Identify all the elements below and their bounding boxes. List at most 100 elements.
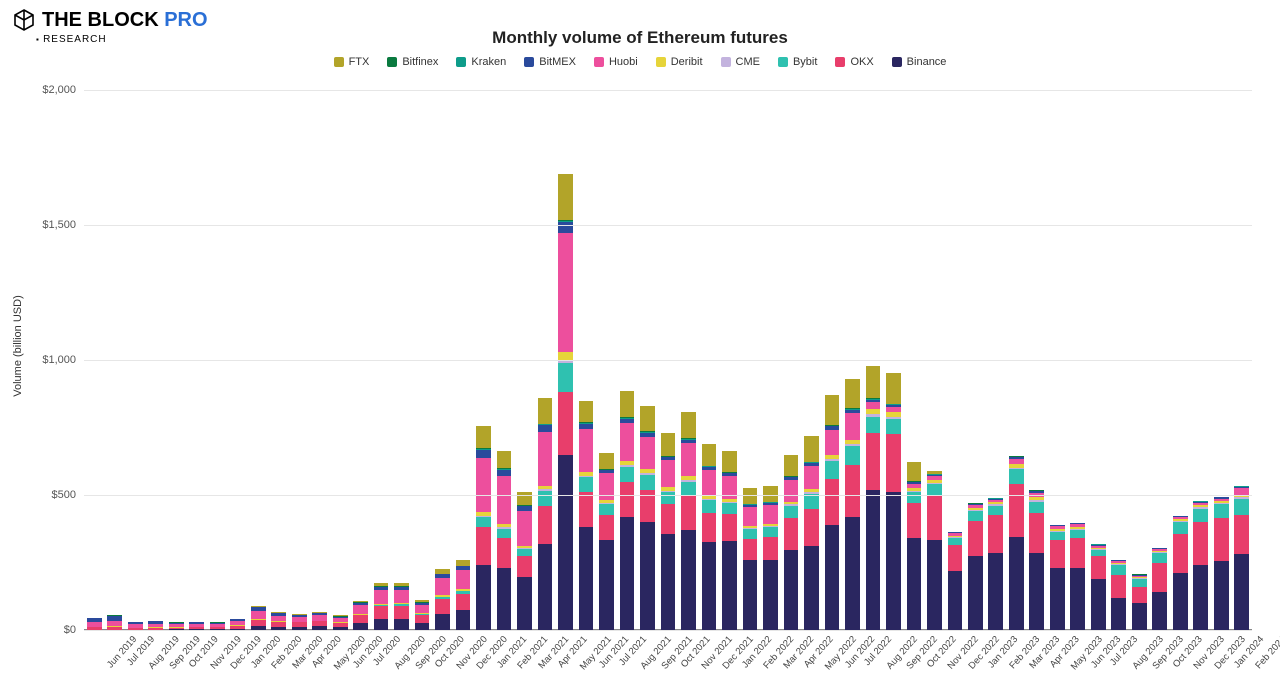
bar-segment-binance (1173, 573, 1188, 630)
bar-segment-bybit (948, 538, 963, 545)
legend-item-okx[interactable]: OKX (835, 56, 873, 68)
bar-segment-okx (1152, 563, 1167, 593)
bar-segment-binance (456, 610, 471, 630)
legend-swatch (721, 57, 731, 67)
bar-segment-okx (394, 606, 409, 619)
bar (681, 412, 696, 630)
legend-label: CME (736, 56, 760, 68)
bar-segment-binance (415, 623, 430, 630)
bar (579, 401, 594, 630)
bar (825, 395, 840, 630)
bar-segment-bybit (1173, 522, 1188, 534)
bar-segment-bybit (1193, 509, 1208, 523)
bar (907, 462, 922, 630)
bar-segment-okx (907, 503, 922, 538)
bar-segment-okx (948, 545, 963, 571)
bar-segment-binance (907, 538, 922, 630)
legend-item-bitmex[interactable]: BitMEX (524, 56, 576, 68)
bar-segment-okx (784, 518, 799, 550)
bar-segment-okx (374, 606, 389, 619)
bar-segment-okx (599, 515, 614, 539)
bar (599, 453, 614, 630)
bar-segment-binance (599, 540, 614, 630)
bar-segment-okx (1091, 556, 1106, 579)
bar-segment-huobi (456, 570, 471, 589)
bar-segment-binance (1152, 592, 1167, 630)
bar-segment-huobi (620, 423, 635, 461)
bar-segment-huobi (640, 437, 655, 469)
bar-segment-ftx (886, 373, 901, 404)
legend-item-huobi[interactable]: Huobi (594, 56, 638, 68)
legend-item-cme[interactable]: CME (721, 56, 760, 68)
bar-segment-okx (558, 392, 573, 454)
bar (968, 503, 983, 630)
bar-segment-huobi (681, 443, 696, 475)
legend-item-bybit[interactable]: Bybit (778, 56, 817, 68)
bar (169, 622, 184, 630)
bar-segment-huobi (394, 590, 409, 604)
bar-segment-huobi (804, 466, 819, 489)
bar (1132, 574, 1147, 630)
bar-segment-huobi (476, 458, 491, 512)
bar-segment-ftx (845, 379, 860, 409)
y-tick-label: $2,000 (42, 84, 76, 96)
legend-swatch (456, 57, 466, 67)
legend-item-kraken[interactable]: Kraken (456, 56, 506, 68)
bar-segment-huobi (599, 473, 614, 500)
bar-segment-ftx (681, 412, 696, 438)
bar-segment-bybit (1132, 579, 1147, 587)
bar-segment-ftx (702, 444, 717, 466)
bar-segment-okx (497, 538, 512, 568)
bar-segment-okx (415, 615, 430, 623)
legend-item-binance[interactable]: Binance (892, 56, 947, 68)
bar-segment-okx (353, 615, 368, 623)
bar (763, 486, 778, 630)
bar-segment-ftx (907, 462, 922, 481)
bar-segment-deribit (558, 352, 573, 360)
bar-segment-bybit (763, 527, 778, 536)
bar (866, 366, 881, 630)
bar-segment-binance (1009, 537, 1024, 630)
bar-segment-huobi (743, 507, 758, 526)
bar (517, 492, 532, 630)
bar-segment-okx (579, 492, 594, 527)
bar-segment-bybit (620, 467, 635, 482)
bar-segment-ftx (476, 426, 491, 448)
bar-segment-bybit (784, 506, 799, 518)
bar-segment-binance (353, 623, 368, 630)
bar-segment-okx (1193, 522, 1208, 565)
bar (722, 451, 737, 630)
bar (988, 498, 1003, 630)
legend-item-deribit[interactable]: Deribit (656, 56, 703, 68)
bar-segment-ftx (866, 366, 881, 398)
bar-segment-okx (825, 479, 840, 525)
gridline (84, 90, 1252, 91)
bar-segment-bitmex (558, 222, 573, 233)
bar (394, 583, 409, 630)
bar-segment-bybit (1070, 530, 1085, 538)
bar (107, 615, 122, 630)
bar-segment-bybit (825, 461, 840, 479)
bar (948, 532, 963, 630)
bar-segment-binance (1132, 603, 1147, 630)
bar-segment-huobi (845, 413, 860, 440)
bar-segment-binance (640, 522, 655, 630)
y-tick-label: $1,000 (42, 354, 76, 366)
bar-segment-binance (1193, 565, 1208, 630)
legend-label: Bitfinex (402, 56, 438, 68)
bar (1070, 523, 1085, 630)
bar-segment-binance (1111, 598, 1126, 630)
bar (353, 601, 368, 630)
bar-segment-binance (845, 517, 860, 630)
bar (292, 614, 307, 630)
bar-segment-bybit (1111, 565, 1126, 574)
legend-item-bitfinex[interactable]: Bitfinex (387, 56, 438, 68)
bar-segment-ftx (579, 401, 594, 423)
bar (271, 612, 286, 630)
bar (784, 455, 799, 630)
bar-segment-bybit (927, 484, 942, 495)
legend-item-ftx[interactable]: FTX (334, 56, 370, 68)
bar-segment-binance (743, 560, 758, 630)
bar-segment-okx (702, 513, 717, 543)
bar-segment-binance (804, 546, 819, 630)
